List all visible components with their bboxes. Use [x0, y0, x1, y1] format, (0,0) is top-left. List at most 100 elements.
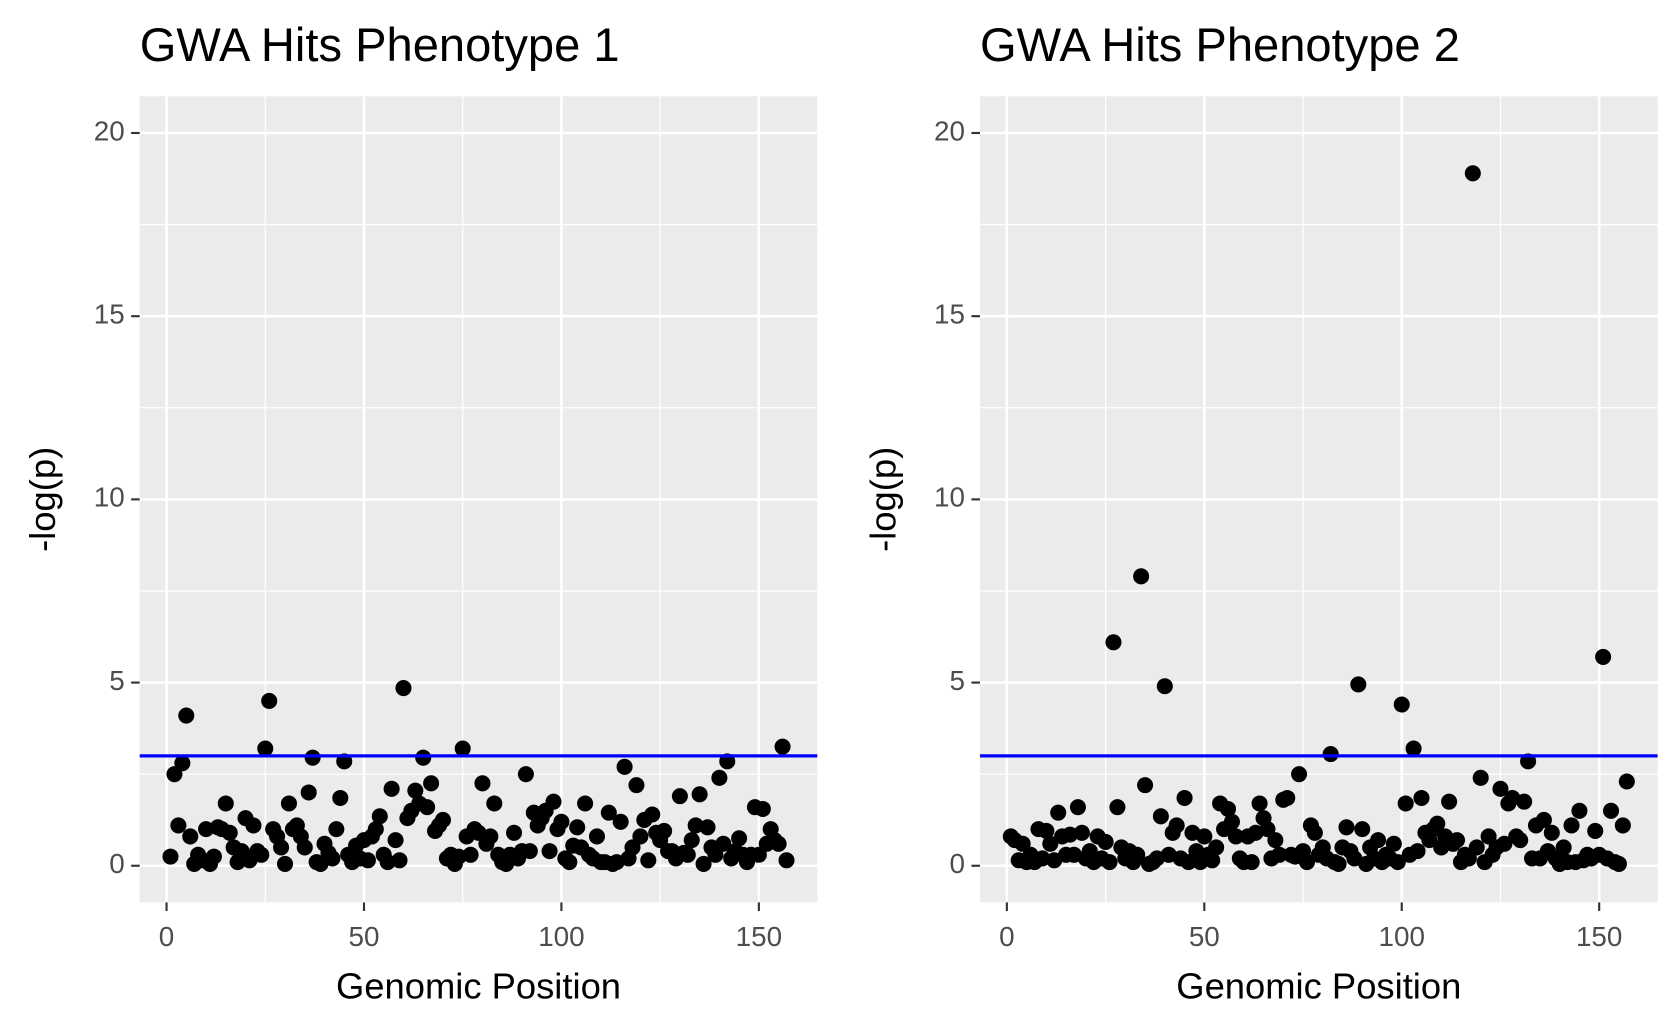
- point: [1496, 835, 1513, 852]
- point: [545, 793, 562, 810]
- point: [182, 828, 199, 845]
- point: [616, 758, 633, 775]
- point: [588, 828, 605, 845]
- point: [506, 824, 523, 841]
- point: [174, 755, 191, 772]
- panel: 0 5 10 15 20 0 50 100 150 GWA Hits Phenotype 2 Gen…: [862, 18, 1658, 1007]
- point: [486, 795, 503, 812]
- point: [1338, 819, 1355, 836]
- point: [1610, 855, 1627, 872]
- point: [577, 795, 594, 812]
- point: [1137, 777, 1154, 794]
- y-tick-label: 0: [950, 848, 965, 879]
- y-axis-title: -log(p): [862, 447, 903, 552]
- point: [304, 749, 321, 766]
- point: [387, 832, 404, 849]
- x-tick-label: 50: [349, 921, 380, 952]
- point: [1516, 793, 1533, 810]
- point: [253, 846, 270, 863]
- point: [1409, 843, 1426, 860]
- x-tick-label: 150: [1576, 921, 1622, 952]
- point: [1069, 799, 1086, 816]
- point: [1555, 839, 1572, 856]
- point: [1176, 789, 1193, 807]
- point: [1602, 802, 1620, 819]
- point: [711, 769, 728, 786]
- point: [1271, 846, 1288, 863]
- point: [450, 848, 467, 865]
- point: [1097, 833, 1114, 850]
- point: [1587, 822, 1604, 839]
- point: [695, 855, 712, 872]
- y-axis-title: -log(p): [22, 447, 63, 552]
- point: [1050, 804, 1067, 821]
- point: [1595, 648, 1612, 665]
- point: [1038, 822, 1055, 839]
- point: [1468, 839, 1485, 856]
- point: [280, 795, 297, 812]
- point: [1196, 828, 1213, 845]
- x-tick-label: 100: [538, 921, 584, 952]
- point: [205, 848, 222, 865]
- point: [1152, 808, 1169, 825]
- point: [1109, 799, 1126, 816]
- point: [332, 789, 349, 807]
- point: [1330, 855, 1347, 872]
- point: [770, 835, 787, 852]
- point: [1073, 824, 1090, 841]
- point: [1267, 832, 1284, 849]
- x-tick-label: 0: [999, 921, 1014, 952]
- point: [541, 843, 558, 860]
- point: [217, 795, 234, 812]
- y-tick-label: 15: [934, 299, 965, 330]
- point: [178, 707, 195, 724]
- point: [683, 832, 700, 849]
- point: [1223, 813, 1240, 830]
- point: [1034, 850, 1051, 867]
- point: [1133, 568, 1150, 585]
- point: [569, 819, 586, 836]
- y-tick-label: 10: [94, 482, 125, 513]
- point: [644, 806, 661, 823]
- point: [521, 843, 538, 860]
- point: [1156, 678, 1173, 695]
- point: [221, 824, 238, 841]
- point: [1101, 854, 1118, 871]
- point: [162, 848, 179, 865]
- point: [699, 819, 716, 836]
- point: [1614, 817, 1631, 834]
- y-tick-label: 0: [109, 848, 124, 879]
- point: [1243, 854, 1260, 871]
- point: [1413, 789, 1430, 807]
- point: [1405, 740, 1422, 757]
- point: [1350, 676, 1367, 693]
- point: [1385, 835, 1402, 852]
- point: [1393, 696, 1410, 713]
- point: [371, 808, 388, 825]
- point: [553, 813, 570, 830]
- point: [257, 740, 274, 757]
- point: [300, 784, 317, 801]
- point: [687, 817, 704, 834]
- point: [1306, 824, 1323, 841]
- point: [391, 852, 408, 869]
- point: [1448, 832, 1466, 849]
- point: [632, 828, 649, 845]
- point: [1204, 852, 1221, 869]
- point: [454, 740, 471, 757]
- point: [1298, 854, 1315, 871]
- x-tick-label: 150: [736, 921, 782, 952]
- y-tick-label: 5: [109, 665, 124, 696]
- x-tick-label: 100: [1379, 921, 1425, 952]
- point: [640, 852, 657, 869]
- point: [1042, 835, 1059, 852]
- x-axis-title: Genomic Position: [1176, 966, 1461, 1007]
- point: [1370, 832, 1387, 849]
- point: [1543, 824, 1560, 841]
- point: [245, 817, 262, 834]
- point: [1129, 846, 1146, 863]
- point: [1251, 795, 1268, 812]
- y-tick-label: 20: [934, 115, 965, 146]
- point: [1105, 634, 1122, 651]
